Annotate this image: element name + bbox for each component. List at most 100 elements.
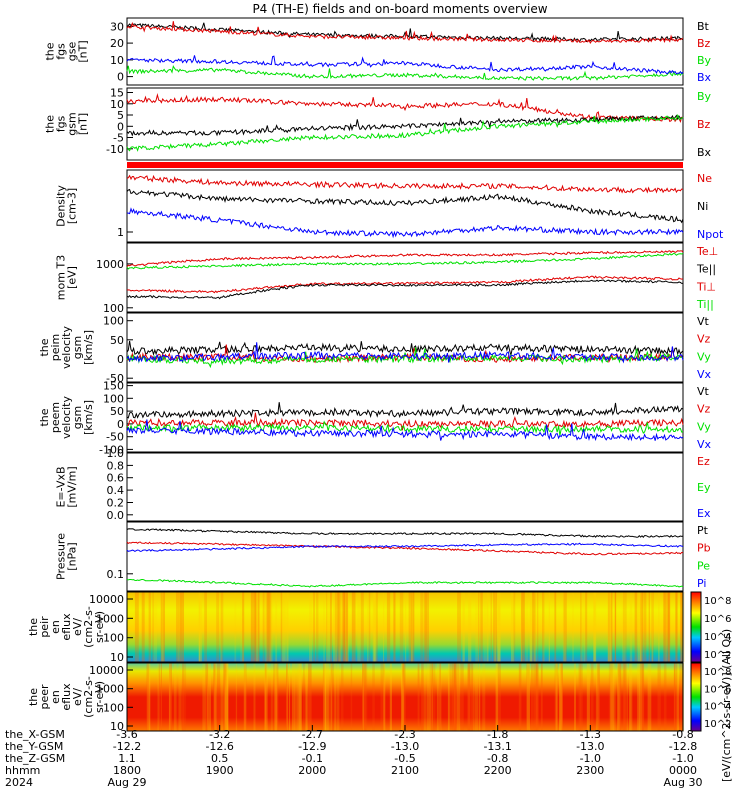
spectrogram-texture bbox=[639, 663, 644, 731]
spectrogram-texture bbox=[286, 663, 288, 731]
spectrogram-texture bbox=[554, 663, 559, 731]
spectrogram-texture bbox=[204, 592, 207, 662]
x-axis-value: 0000 bbox=[669, 764, 697, 777]
spectrogram-texture bbox=[157, 663, 159, 731]
series-pressure-Pe bbox=[126, 579, 684, 588]
spectrogram-texture bbox=[337, 663, 340, 731]
spectrogram-texture bbox=[585, 592, 588, 662]
spectrogram-texture bbox=[264, 663, 267, 731]
spectrogram-texture bbox=[420, 592, 424, 662]
spectrogram-texture bbox=[640, 592, 644, 662]
spectrogram-texture bbox=[148, 592, 151, 662]
panel-frame bbox=[126, 521, 684, 592]
spectrogram-texture bbox=[530, 592, 533, 662]
spectrogram-texture bbox=[617, 663, 620, 731]
y-axis-label-line: gsm bbox=[66, 112, 79, 135]
spectrogram-texture bbox=[593, 592, 597, 662]
spectrogram-texture bbox=[177, 592, 180, 662]
colorbar-tick-label: 10^8 bbox=[704, 596, 731, 607]
x-axis-value: Aug 30 bbox=[664, 776, 703, 789]
legend-efield-Ey: Ey bbox=[697, 481, 711, 494]
series-density-Ne bbox=[126, 174, 684, 194]
legend-temperature-Te||: Te|| bbox=[696, 263, 716, 276]
y-tick-label: -50 bbox=[106, 431, 124, 444]
spectrogram-texture bbox=[265, 592, 268, 662]
y-tick-label: 0.8 bbox=[107, 459, 125, 472]
y-axis-label-line: the bbox=[38, 338, 51, 356]
y-axis-label-line: eflux bbox=[60, 683, 73, 711]
spectrogram-texture bbox=[478, 592, 480, 662]
spectrogram-texture bbox=[333, 592, 337, 662]
y-tick-label: 10 bbox=[110, 720, 124, 733]
spectrogram-texture bbox=[651, 592, 654, 662]
y-axis-label-line: [km/s] bbox=[82, 330, 95, 365]
x-axis-row-label: 2024 bbox=[5, 776, 33, 789]
spectrogram-texture bbox=[629, 592, 633, 662]
spectrogram-texture bbox=[637, 592, 640, 662]
legend-temperature-Ti⊥: Ti⊥ bbox=[696, 280, 716, 293]
spectrogram-texture bbox=[610, 592, 612, 662]
panel-temperature: 1000 100 mom T3[eV] Te⊥ Te|| Ti⊥ Ti|| bbox=[55, 242, 718, 315]
panels-group: 3020100thefgsgse[nT]BtBzByBx151050-5-10t… bbox=[27, 17, 724, 733]
spectrogram-texture bbox=[674, 663, 678, 731]
legend-pressure-Pt: Pt bbox=[697, 524, 709, 537]
x-axis-row-label: hhmm bbox=[5, 764, 40, 777]
spectrogram-texture bbox=[363, 663, 368, 731]
spectrogram-texture bbox=[280, 592, 283, 662]
spectrogram-texture bbox=[490, 592, 492, 662]
spectrogram-texture bbox=[380, 663, 385, 731]
spectrogram-texture bbox=[274, 663, 278, 731]
y-axis-label-line: [nT] bbox=[77, 40, 90, 62]
x-axis-value: -3.2 bbox=[209, 728, 230, 741]
spectrogram-texture bbox=[619, 663, 622, 731]
y-axis-label-line: Pressure bbox=[55, 533, 68, 580]
spectrogram-texture bbox=[455, 663, 460, 731]
spectrogram-texture bbox=[426, 663, 431, 731]
spectrogram-texture bbox=[621, 592, 626, 662]
spectrogram-texture bbox=[468, 592, 472, 662]
spectrogram-texture bbox=[234, 592, 237, 662]
spectrogram-texture bbox=[346, 592, 349, 662]
spectrogram-texture bbox=[147, 663, 150, 731]
spectrogram-texture bbox=[309, 592, 313, 662]
series-peim-velocity-Vz bbox=[126, 344, 684, 364]
spectrogram-texture bbox=[169, 663, 172, 731]
spectrogram-texture bbox=[176, 592, 179, 662]
legend-fgs-gsm-By: By bbox=[697, 90, 712, 103]
legend-fgs-gse-Bt: Bt bbox=[697, 20, 710, 33]
colorbar-tick-label: 10^4 bbox=[704, 632, 731, 643]
spectrogram-texture bbox=[402, 663, 406, 731]
legend-temperature-Ti||: Ti|| bbox=[696, 298, 714, 311]
spectrogram-texture bbox=[626, 663, 628, 731]
spectrogram-texture bbox=[583, 592, 586, 662]
spectrogram-texture bbox=[308, 663, 312, 731]
spectrogram-texture bbox=[326, 592, 330, 662]
y-axis-label-line: peem bbox=[49, 402, 62, 433]
spectrogram-texture bbox=[367, 592, 369, 662]
spectrogram-texture bbox=[330, 592, 332, 662]
spectrogram-texture bbox=[375, 592, 378, 662]
spectrogram-texture bbox=[663, 663, 667, 731]
spectrogram-texture bbox=[574, 663, 576, 731]
spectrogram-texture bbox=[141, 592, 145, 662]
y-tick-label: 100 bbox=[103, 701, 124, 714]
y-tick-label: 5 bbox=[117, 109, 124, 122]
x-axis-value: -1.8 bbox=[487, 728, 508, 741]
y-tick-label: 50 bbox=[110, 334, 124, 347]
y-tick-label: 0.4 bbox=[107, 484, 125, 497]
series-temperature-Ti|| bbox=[126, 252, 684, 270]
spectrogram-texture bbox=[623, 592, 627, 662]
spectrogram-texture bbox=[513, 592, 516, 662]
spectrogram-texture bbox=[460, 663, 464, 731]
spectrogram-texture bbox=[269, 592, 272, 662]
spectrogram-texture bbox=[334, 592, 339, 662]
spectrogram-texture bbox=[483, 592, 487, 662]
spectrogram-texture bbox=[607, 592, 610, 662]
spectrogram-texture bbox=[540, 663, 543, 731]
spectrogram-texture bbox=[323, 663, 327, 731]
spectrogram-texture bbox=[179, 592, 183, 662]
spectrogram-texture bbox=[638, 663, 643, 731]
